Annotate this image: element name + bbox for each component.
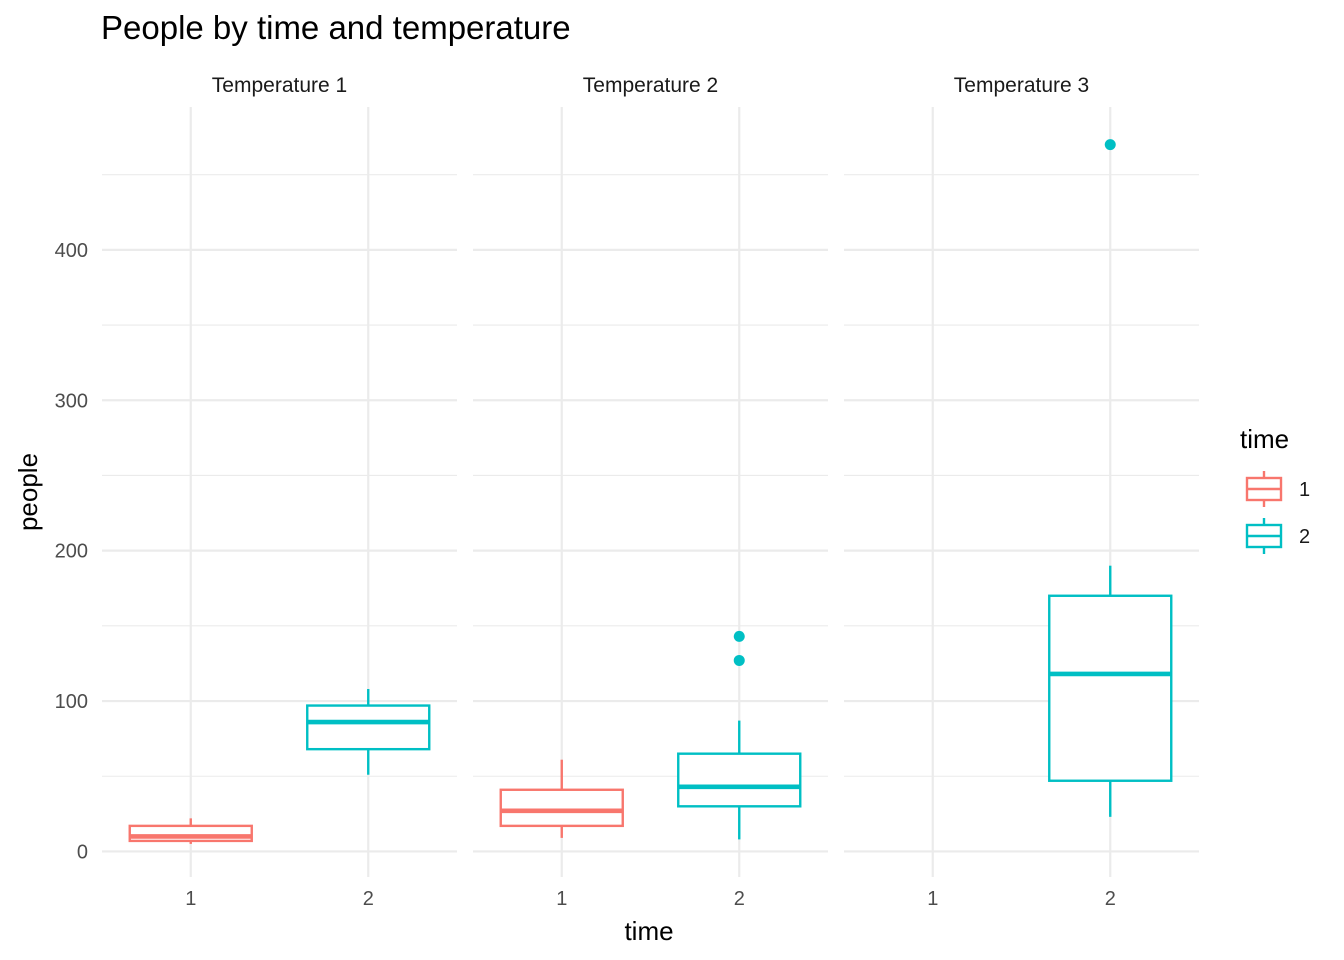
facet-panel: Temperature 1 1 2 <box>102 74 457 910</box>
legend-title: time <box>1240 424 1289 454</box>
y-tick-label: 200 <box>55 541 88 563</box>
outlier-point <box>1104 139 1116 151</box>
x-tick-label: 1 <box>185 888 196 910</box>
x-tick-label: 1 <box>556 888 567 910</box>
x-tick-label: 2 <box>363 888 374 910</box>
boxplot <box>128 818 253 844</box>
outlier-point <box>733 630 745 642</box>
y-tick-label: 400 <box>55 240 88 262</box>
boxplot <box>1048 139 1173 817</box>
legend: time 1 2 <box>1240 424 1310 554</box>
y-tick-label: 300 <box>55 390 88 412</box>
x-axis-title: time <box>624 916 673 946</box>
box-iqr <box>499 788 624 828</box>
legend-label: 1 <box>1299 479 1310 501</box>
x-tick-label: 2 <box>734 888 745 910</box>
legend-key <box>1245 471 1283 507</box>
chart-title: People by time and temperature <box>101 9 571 46</box>
outlier-point <box>733 654 745 666</box>
facet-panel: Temperature 3 1 2 <box>844 74 1199 910</box>
y-axis-title: people <box>13 453 43 531</box>
facet-strip-label: Temperature 3 <box>954 74 1089 97</box>
y-tick-label: 100 <box>55 691 88 713</box>
y-tick-label: 0 <box>77 841 88 863</box>
box-iqr <box>306 704 431 751</box>
facet-strip-label: Temperature 1 <box>212 74 347 97</box>
boxplot <box>306 689 431 775</box>
legend-label: 2 <box>1299 526 1310 548</box>
box-iqr <box>1048 594 1173 782</box>
boxplot <box>677 630 802 840</box>
facet-strip-label: Temperature 2 <box>583 74 718 97</box>
legend-key <box>1245 518 1283 554</box>
facet-panel: Temperature 2 1 2 <box>473 74 828 910</box>
y-axis: 0 100 200 300 400 <box>55 240 88 864</box>
x-tick-label: 2 <box>1105 888 1116 910</box>
boxplot <box>499 759 624 838</box>
x-tick-label: 1 <box>927 888 938 910</box>
box-iqr <box>677 752 802 808</box>
